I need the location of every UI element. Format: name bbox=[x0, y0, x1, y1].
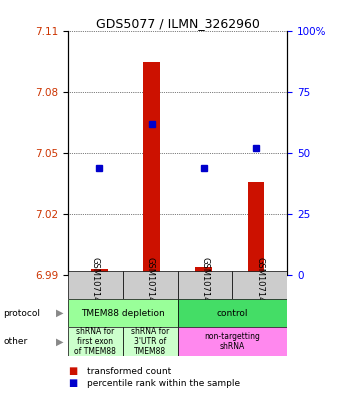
Text: GSM1071455: GSM1071455 bbox=[255, 257, 265, 313]
Text: non-targetting
shRNA: non-targetting shRNA bbox=[205, 332, 260, 351]
Text: other: other bbox=[3, 337, 28, 346]
Text: shRNA for
first exon
of TMEM88: shRNA for first exon of TMEM88 bbox=[74, 327, 116, 356]
Text: control: control bbox=[217, 309, 248, 318]
Bar bbox=[233, 271, 287, 299]
Bar bbox=[177, 271, 233, 299]
Bar bbox=[248, 182, 264, 275]
Text: ▶: ▶ bbox=[56, 308, 63, 318]
Text: GSM1071456: GSM1071456 bbox=[146, 257, 155, 313]
Bar bbox=[123, 327, 177, 356]
Text: GSM1071457: GSM1071457 bbox=[91, 257, 100, 313]
Bar bbox=[177, 299, 287, 327]
Text: ■: ■ bbox=[68, 378, 77, 388]
Bar bbox=[68, 299, 177, 327]
Text: protocol: protocol bbox=[3, 309, 40, 318]
Text: transformed count: transformed count bbox=[87, 367, 171, 376]
Bar bbox=[68, 327, 123, 356]
Text: ■: ■ bbox=[68, 366, 77, 376]
Bar bbox=[91, 269, 108, 275]
Bar bbox=[143, 62, 160, 275]
Text: ▶: ▶ bbox=[56, 336, 63, 347]
Text: percentile rank within the sample: percentile rank within the sample bbox=[87, 379, 240, 387]
Title: GDS5077 / ILMN_3262960: GDS5077 / ILMN_3262960 bbox=[96, 17, 259, 30]
Text: TMEM88 depletion: TMEM88 depletion bbox=[81, 309, 165, 318]
Bar bbox=[68, 271, 123, 299]
Bar bbox=[123, 271, 177, 299]
Bar bbox=[177, 327, 287, 356]
Bar bbox=[195, 267, 212, 275]
Text: shRNA for
3'UTR of
TMEM88: shRNA for 3'UTR of TMEM88 bbox=[131, 327, 169, 356]
Text: GSM1071454: GSM1071454 bbox=[201, 257, 209, 313]
